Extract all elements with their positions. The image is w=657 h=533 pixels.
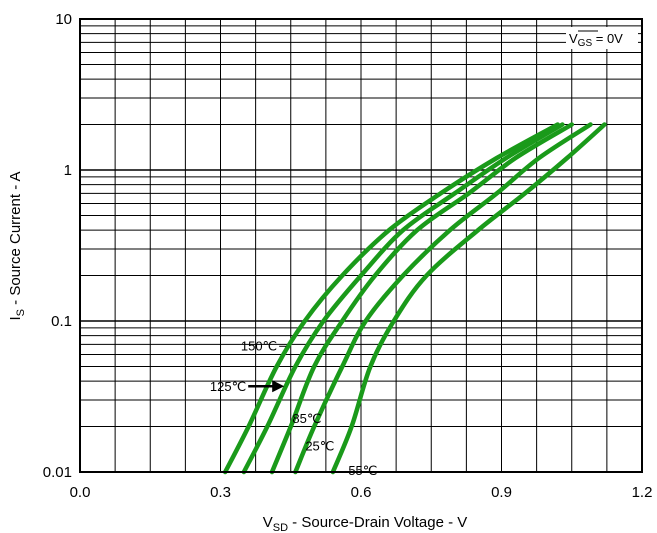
y-tick-label: 0.1 <box>51 313 72 330</box>
x-tick-labels: 0.0 0.3 0.6 0.9 1.2 <box>70 484 653 501</box>
series-curves <box>222 122 607 475</box>
y-tick-label: 1 <box>64 162 72 179</box>
x-axis-title-main: V <box>263 514 273 531</box>
condition-label: VGS = 0V <box>566 27 638 49</box>
y-axis-title: IS - Source Current - A <box>7 171 27 320</box>
x-axis-title-sub: SD <box>273 522 288 533</box>
series-label: 25℃ <box>305 438 334 453</box>
series-line <box>293 122 593 475</box>
y-axis-title-main: I <box>7 316 24 320</box>
series-line <box>241 122 565 475</box>
series-line <box>269 122 575 475</box>
series-line <box>222 122 560 475</box>
series-label: 85℃ <box>292 411 321 426</box>
x-tick-label: 0.0 <box>70 484 91 501</box>
grid-lines <box>80 19 642 472</box>
y-tick-labels: 0.01 0.1 1 10 <box>43 11 72 481</box>
y-tick-label: 10 <box>55 11 72 28</box>
series-label: 125℃ <box>210 379 246 394</box>
series-label: -55℃ <box>344 463 377 478</box>
series-annotations: 150℃ 125℃ 85℃ 25℃ -55℃ <box>210 338 377 478</box>
y-tick-label: 0.01 <box>43 464 72 481</box>
condition-rest: = 0V <box>592 31 623 46</box>
plot-frame <box>79 18 643 473</box>
x-axis-title-rest: - Source-Drain Voltage - V <box>288 514 467 531</box>
series-label: 150℃ <box>241 338 277 353</box>
x-tick-label: 1.2 <box>632 484 653 501</box>
x-axis-title: VSD - Source-Drain Voltage - V <box>263 514 468 533</box>
series-line <box>330 122 607 475</box>
x-tick-label: 0.6 <box>351 484 372 501</box>
annotation-arrow-head <box>272 380 285 393</box>
y-axis-title-sub: S <box>15 309 27 316</box>
condition-sub: GS <box>578 38 593 49</box>
svg-text:VGS = 0V: VGS = 0V <box>569 31 623 49</box>
x-tick-label: 0.9 <box>491 484 512 501</box>
x-tick-label: 0.3 <box>210 484 231 501</box>
condition-main: V <box>569 31 578 46</box>
y-axis-title-rest: - Source Current - A <box>7 171 24 309</box>
